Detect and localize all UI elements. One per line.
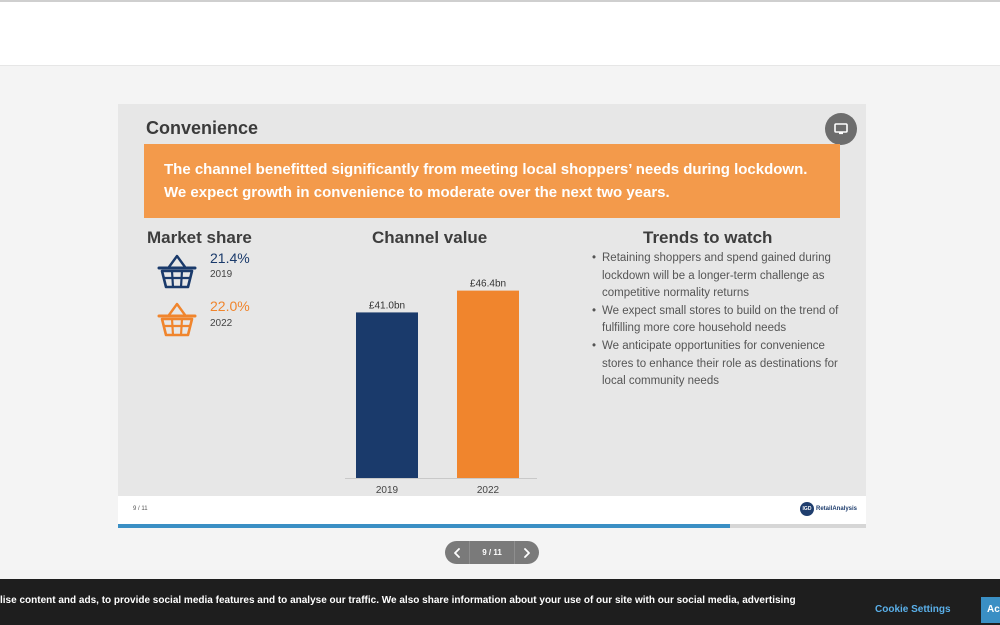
slide-pager: 9 / 11 bbox=[445, 541, 539, 564]
chart-baseline bbox=[345, 478, 537, 479]
summary-banner: The channel benefitted significantly fro… bbox=[144, 144, 840, 218]
bar-2019 bbox=[356, 312, 418, 478]
pager-label: 9 / 11 bbox=[469, 541, 515, 564]
igd-logo-text: RetailAnalysis bbox=[816, 506, 858, 512]
trend-item: We expect small stores to build on the t… bbox=[592, 303, 846, 338]
market-share-2022-year: 2022 bbox=[210, 318, 233, 329]
market-share-2022-value: 22.0% bbox=[210, 298, 250, 314]
slide-page-number: 9 / 11 bbox=[133, 506, 148, 512]
tick-label-2022: 2022 bbox=[477, 485, 500, 496]
slide-progress-fill bbox=[118, 524, 730, 528]
tick-label-2019: 2019 bbox=[376, 485, 399, 496]
igd-logo-mark: IGD bbox=[800, 502, 814, 516]
market-share-2019-value: 21.4% bbox=[210, 250, 250, 266]
chevron-left-icon bbox=[454, 547, 460, 558]
basket-icon bbox=[157, 254, 197, 289]
bar-2022 bbox=[457, 290, 519, 478]
chevron-right-icon bbox=[524, 547, 530, 558]
cookie-banner: lise content and ads, to provide social … bbox=[0, 579, 1000, 625]
igd-logo: IGD RetailAnalysis bbox=[800, 502, 857, 516]
data-label-2019: £41.0bn bbox=[369, 300, 405, 311]
presentation-slide: Convenience The channel benefitted signi… bbox=[118, 104, 866, 528]
basket-icon bbox=[157, 302, 197, 337]
top-bar bbox=[0, 0, 1000, 66]
cookie-banner-text: lise content and ads, to provide social … bbox=[0, 595, 796, 606]
slide-footer: 9 / 11 IGD RetailAnalysis bbox=[118, 496, 866, 524]
previous-slide-button[interactable] bbox=[445, 541, 469, 564]
cookie-settings-link[interactable]: Cookie Settings bbox=[875, 604, 951, 615]
present-mode-button[interactable] bbox=[825, 113, 857, 145]
data-label-2022: £46.4bn bbox=[470, 279, 506, 290]
monitor-icon bbox=[834, 123, 848, 135]
channel-value-chart: £41.0bn 2019 £46.4bn 2022 bbox=[356, 279, 519, 496]
channel-value-heading: Channel value bbox=[372, 228, 488, 247]
market-share-2019-year: 2019 bbox=[210, 269, 233, 280]
next-slide-button[interactable] bbox=[515, 541, 539, 564]
market-share-heading: Market share bbox=[147, 228, 252, 247]
trend-item: Retaining shoppers and spend gained duri… bbox=[592, 250, 846, 303]
cookie-accept-button[interactable]: Accept bbox=[981, 597, 1000, 623]
trends-list: Retaining shoppers and spend gained duri… bbox=[592, 250, 846, 391]
trend-item: We anticipate opportunities for convenie… bbox=[592, 338, 846, 391]
slide-title: Convenience bbox=[146, 118, 259, 138]
trends-heading: Trends to watch bbox=[643, 228, 773, 247]
slide-progress-bar bbox=[118, 524, 866, 528]
